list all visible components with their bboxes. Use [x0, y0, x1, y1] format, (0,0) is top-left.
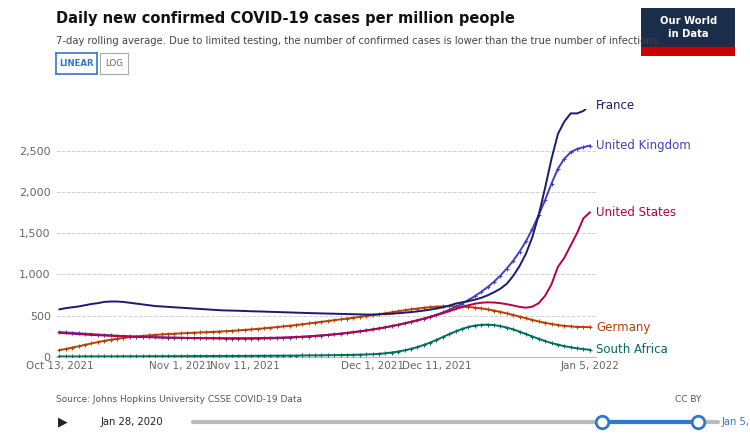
Text: South Africa: South Africa	[596, 343, 668, 356]
Text: 7-day rolling average. Due to limited testing, the number of confirmed cases is : 7-day rolling average. Due to limited te…	[56, 36, 662, 45]
Text: United States: United States	[596, 206, 676, 219]
Text: CC BY: CC BY	[675, 395, 701, 404]
Text: Jan 28, 2020: Jan 28, 2020	[100, 417, 164, 427]
Bar	[641, 47, 735, 56]
Text: Source: Johns Hopkins University CSSE COVID-19 Data: Source: Johns Hopkins University CSSE CO…	[56, 395, 302, 404]
Text: Daily new confirmed COVID-19 cases per million people: Daily new confirmed COVID-19 cases per m…	[56, 11, 515, 26]
Text: Jan 5, 2022: Jan 5, 2022	[722, 417, 750, 427]
Text: ▶: ▶	[58, 415, 68, 428]
Text: LOG: LOG	[105, 59, 123, 68]
Text: Germany: Germany	[596, 321, 650, 334]
Text: LINEAR: LINEAR	[59, 59, 94, 68]
Text: United Kingdom: United Kingdom	[596, 139, 691, 152]
Text: Our World
in Data: Our World in Data	[659, 16, 717, 39]
Text: France: France	[596, 99, 635, 112]
